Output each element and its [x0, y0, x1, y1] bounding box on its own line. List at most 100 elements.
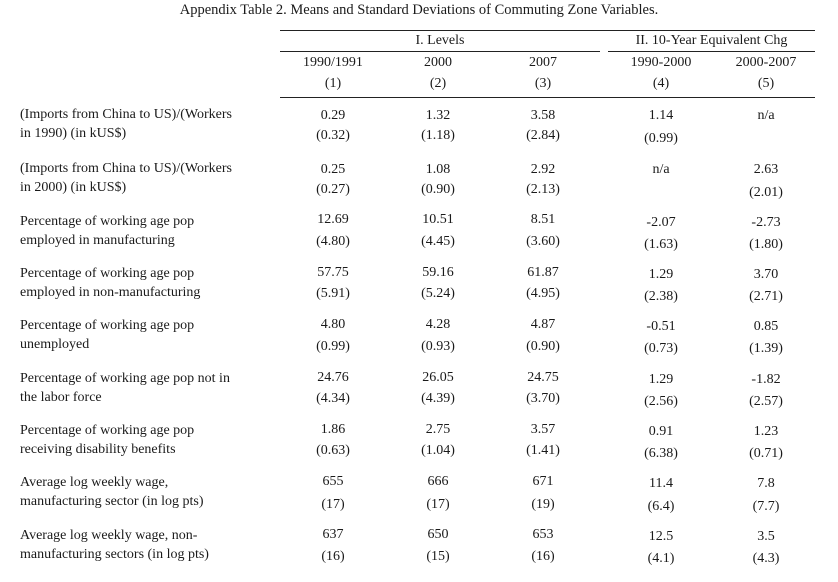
mean-cell: 671 [532, 474, 554, 489]
row-label-line: employed in non-manufacturing [20, 285, 201, 300]
sd-cell: (0.63) [316, 443, 350, 458]
row-label: Percentage of working age pop not in the… [20, 369, 290, 407]
row-label-line: unemployed [20, 337, 90, 352]
mean-cell: 0.29 [320, 108, 346, 123]
sd-cell: (5.24) [421, 286, 455, 301]
sd-cell: (1.39) [749, 341, 783, 356]
row-label-line: manufacturing sector (in log pts) [20, 494, 204, 509]
row-label-line: Average log weekly wage, [20, 475, 169, 490]
row-label: (Imports from China to US)/(Workers in 2… [20, 159, 290, 197]
sd-cell: (15) [426, 549, 450, 564]
sd-cell: (4.39) [421, 391, 455, 406]
mean-cell: 3.57 [530, 422, 556, 437]
sd-cell: (4.95) [526, 286, 560, 301]
mean-cell: n/a [652, 162, 670, 177]
header-rule [280, 97, 815, 98]
mean-cell: 2.75 [425, 422, 451, 437]
mean-cell: 650 [427, 527, 449, 542]
sd-cell: (4.3) [752, 551, 780, 566]
mean-cell: 0.85 [753, 319, 779, 334]
mean-cell: 1.29 [648, 372, 674, 387]
mean-cell: 1.14 [648, 108, 674, 123]
row-label: Percentage of working age pop employed i… [20, 212, 290, 250]
row-label-line: in 2000) (in kUS$) [20, 180, 127, 195]
column-header: 2000-2007 [735, 55, 797, 70]
mean-cell: 1.32 [425, 108, 451, 123]
sd-cell: (0.32) [316, 128, 350, 143]
sd-cell: (2.38) [644, 289, 678, 304]
mean-cell: 11.4 [649, 476, 673, 491]
sd-cell: (17) [426, 497, 450, 512]
column-header: 1990/1991 [303, 55, 363, 70]
mean-cell: 8.51 [530, 212, 556, 227]
row-label-line: manufacturing sectors (in log pts) [20, 547, 209, 562]
sd-cell: (2.13) [526, 182, 560, 197]
mean-cell: 0.25 [320, 162, 346, 177]
column-header: 2007 [529, 55, 557, 70]
sd-cell: (0.71) [749, 446, 783, 461]
mean-cell: 2.92 [530, 162, 556, 177]
mean-cell: 10.51 [422, 212, 454, 227]
sd-cell: (1.41) [526, 443, 560, 458]
column-header: 2000 [424, 55, 452, 70]
top-rule [280, 30, 815, 31]
sd-cell: (3.70) [526, 391, 560, 406]
mean-cell: 666 [427, 474, 449, 489]
sd-cell: (0.27) [316, 182, 350, 197]
sd-cell: (7.7) [752, 499, 780, 514]
mean-cell: -2.07 [646, 215, 676, 230]
row-label-line: employed in manufacturing [20, 233, 175, 248]
column-number: (1) [324, 76, 342, 91]
row-label-line: (Imports from China to US)/(Workers [20, 107, 232, 122]
row-label-line: receiving disability benefits [20, 442, 176, 457]
group-rule-changes [608, 51, 815, 52]
mean-cell: n/a [757, 108, 775, 123]
sd-cell: (2.57) [749, 394, 783, 409]
mean-cell: 12.69 [317, 212, 349, 227]
mean-cell: 7.8 [757, 476, 775, 491]
mean-cell: 4.80 [320, 317, 346, 332]
mean-cell: 4.87 [530, 317, 556, 332]
sd-cell: (1.63) [644, 237, 678, 252]
sd-cell: (16) [321, 549, 345, 564]
row-label-line: (Imports from China to US)/(Workers [20, 161, 232, 176]
sd-cell: (2.56) [644, 394, 678, 409]
column-number: (4) [652, 76, 670, 91]
mean-cell: 1.23 [753, 424, 779, 439]
mean-cell: 26.05 [422, 370, 454, 385]
row-label-line: Percentage of working age pop [20, 423, 195, 438]
mean-cell: 655 [322, 474, 344, 489]
row-label-line: Percentage of working age pop [20, 318, 195, 333]
sd-cell: (5.91) [316, 286, 350, 301]
sd-cell: (1.18) [421, 128, 455, 143]
row-label: (Imports from China to US)/(Workers in 1… [20, 105, 290, 143]
row-label-line: Percentage of working age pop not in [20, 371, 230, 386]
column-number: (2) [429, 76, 447, 91]
sd-cell: (4.1) [647, 551, 675, 566]
row-label: Average log weekly wage, manufacturing s… [20, 473, 290, 511]
mean-cell: 61.87 [527, 265, 559, 280]
mean-cell: 24.76 [317, 370, 349, 385]
mean-cell: 637 [322, 527, 344, 542]
sd-cell: (0.90) [526, 339, 560, 354]
row-label-line: Average log weekly wage, non- [20, 528, 198, 543]
group-rule-levels [280, 51, 600, 52]
sd-cell: (16) [531, 549, 555, 564]
sd-cell: (4.80) [316, 234, 350, 249]
row-label-line: the labor force [20, 390, 102, 405]
mean-cell: 3.70 [753, 267, 779, 282]
sd-cell: (0.99) [316, 339, 350, 354]
row-label: Percentage of working age pop employed i… [20, 264, 290, 302]
mean-cell: 3.58 [530, 108, 556, 123]
mean-cell: 3.5 [757, 529, 775, 544]
mean-cell: 57.75 [317, 265, 349, 280]
sd-cell: (2.71) [749, 289, 783, 304]
mean-cell: -2.73 [751, 215, 781, 230]
group-header-changes: II. 10-Year Equivalent Chg [635, 33, 788, 48]
mean-cell: 24.75 [527, 370, 559, 385]
sd-cell: (0.73) [644, 341, 678, 356]
sd-cell: (2.01) [749, 185, 783, 200]
sd-cell: (17) [321, 497, 345, 512]
row-label-line: in 1990) (in kUS$) [20, 126, 127, 141]
mean-cell: 4.28 [425, 317, 451, 332]
